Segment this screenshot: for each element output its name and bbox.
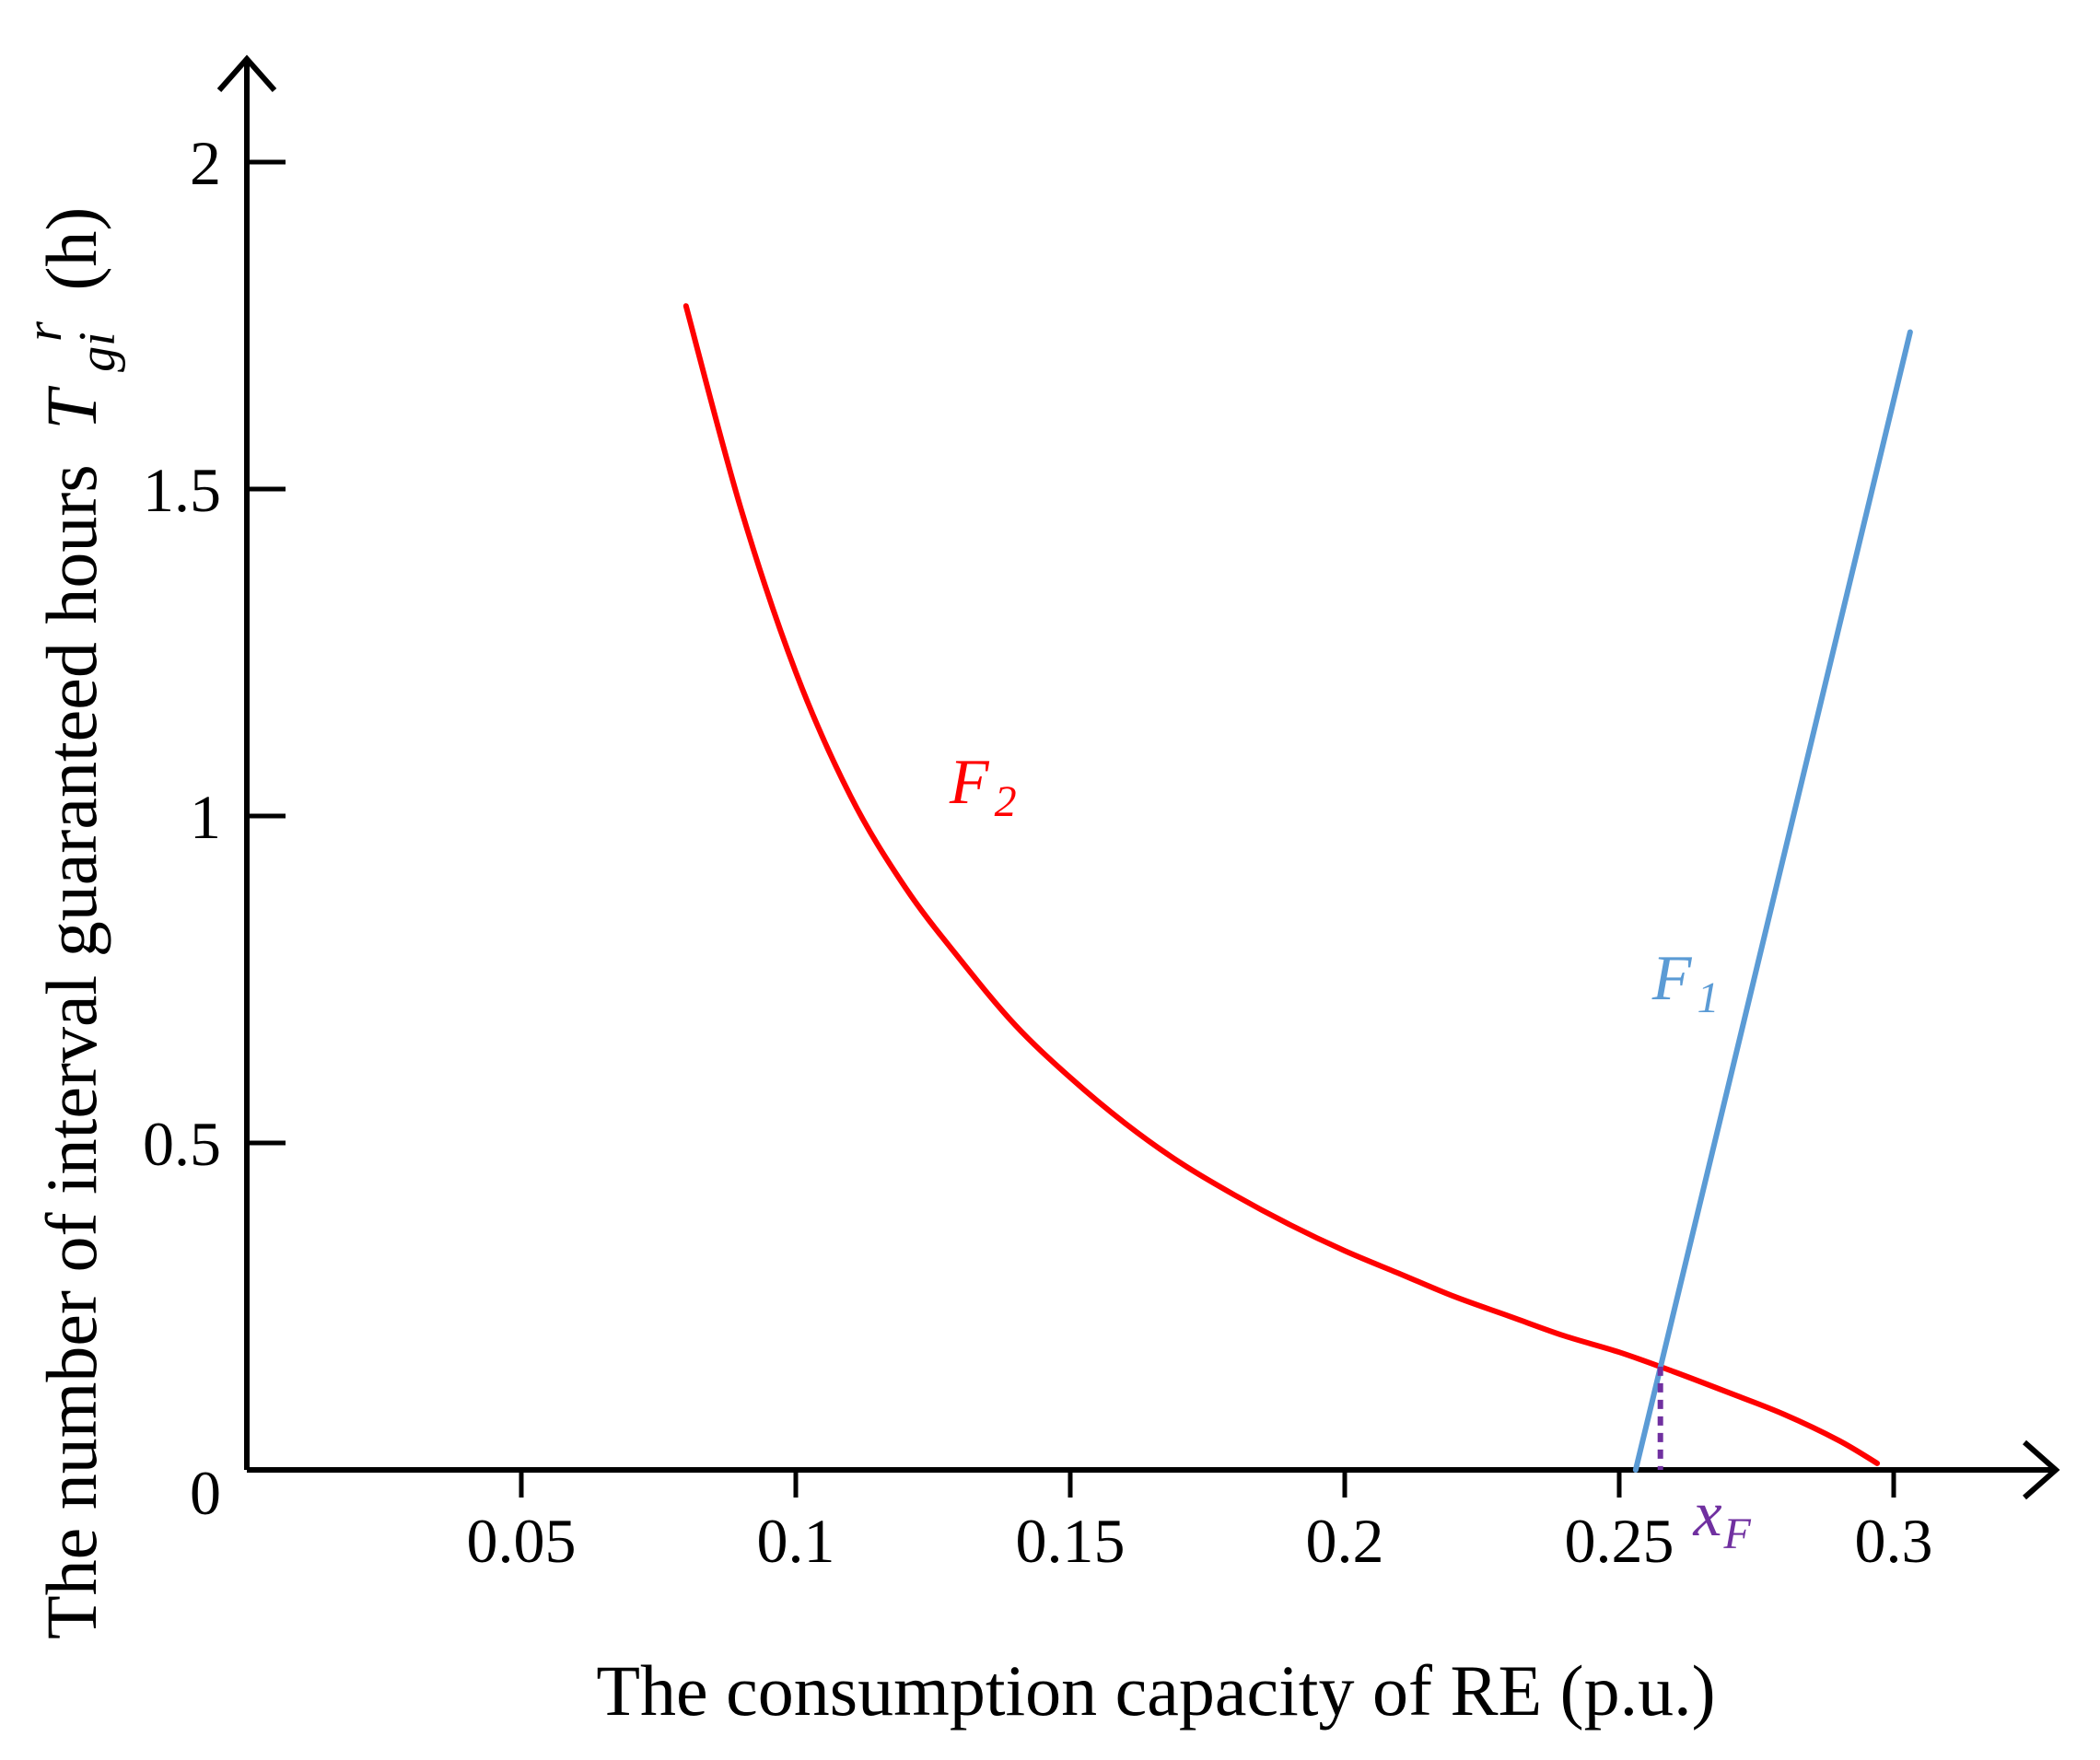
y-ticks: 0 0.5 1 1.5 2 <box>143 128 286 1528</box>
y-tick-label: 1 <box>190 782 221 852</box>
x-ticks: 0.05 0.1 0.15 0.2 0.25 0.3 <box>467 1470 1933 1576</box>
series-line-f2 <box>682 303 1881 1466</box>
x-tick-label: 0.25 <box>1565 1506 1674 1576</box>
annotation-layer: xF <box>1657 1366 1752 1558</box>
y-axis-title-unit: (h) <box>31 207 111 291</box>
xf-label: xF <box>1692 1479 1751 1558</box>
series-layer <box>682 303 1913 1473</box>
y-axis-title: The number of interval guaranteed hours … <box>0 207 130 1639</box>
x-tick-label: 0.15 <box>1016 1506 1126 1576</box>
y-tick-label: 0.5 <box>143 1109 221 1179</box>
x-tick-label: 0.1 <box>757 1506 835 1576</box>
y-axis-arrowhead <box>216 54 277 92</box>
y-axis-title-symbol: T <box>31 386 111 430</box>
y-tick-label: 0 <box>190 1458 221 1528</box>
series-line-f1 <box>1632 329 1913 1473</box>
x-tick-label: 0.2 <box>1306 1506 1384 1576</box>
y-tick-label: 2 <box>190 128 221 198</box>
x-axis-arrowhead <box>2023 1439 2060 1500</box>
x-axis-title: The consumption capacity of RE (p.u.) <box>596 1650 1715 1731</box>
x-tick-label: 0.05 <box>467 1506 577 1576</box>
y-tick-label: 1.5 <box>143 455 221 525</box>
x-tick-label: 0.3 <box>1855 1506 1933 1576</box>
y-axis-title-main: The number of interval guaranteed hours <box>31 464 111 1639</box>
y-axis-title-subscript: gi <box>69 332 126 372</box>
y-axis-title-superscript: r <box>16 321 73 342</box>
label-layer: F 2 F 1 <box>949 747 1720 1022</box>
